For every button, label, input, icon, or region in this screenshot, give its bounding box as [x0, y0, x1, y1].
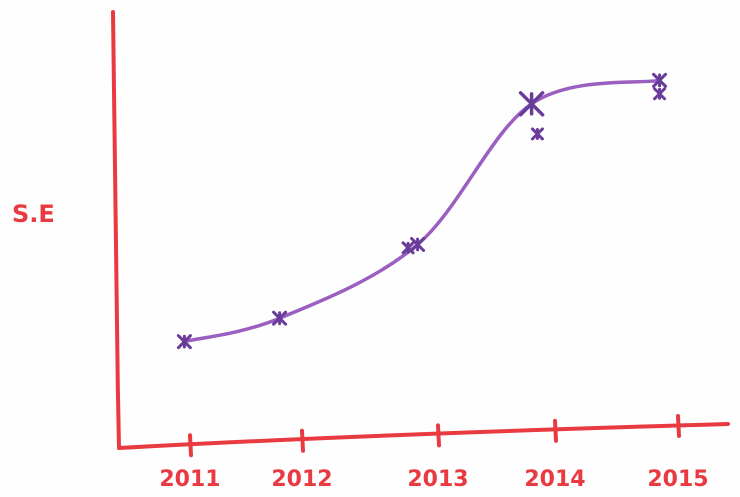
series-line [182, 78, 662, 344]
data-points [176, 72, 668, 350]
x-tick-2011 [188, 433, 193, 458]
scatter-mark-2 [530, 127, 544, 141]
x-tick-label-2013: 2013 [407, 467, 468, 492]
x-tick-label-2015: 2015 [647, 467, 708, 492]
x-axis-line [117, 422, 730, 450]
y-axis-label: S.E [12, 200, 55, 228]
scatter-mark-3 [653, 87, 667, 101]
data-point-1 [176, 334, 192, 350]
data-point-4 [518, 91, 545, 117]
data-point-2 [272, 310, 288, 326]
data-point-5 [652, 72, 668, 88]
scatter-marks [401, 87, 667, 255]
scatter-mark-1 [401, 241, 415, 255]
x-tick-2014 [553, 418, 558, 443]
data-point-3 [410, 237, 426, 252]
y-axis-line [111, 10, 121, 450]
x-tick-label-2012: 2012 [271, 467, 332, 492]
x-tick-2013 [436, 423, 441, 448]
x-tick-2012 [300, 428, 305, 453]
x-ticks [188, 413, 681, 458]
x-tick-2015 [676, 413, 681, 438]
x-tick-labels: 2011 2012 2013 2014 2015 [159, 467, 708, 492]
x-tick-label-2011: 2011 [159, 467, 220, 492]
x-tick-label-2014: 2014 [524, 467, 585, 492]
